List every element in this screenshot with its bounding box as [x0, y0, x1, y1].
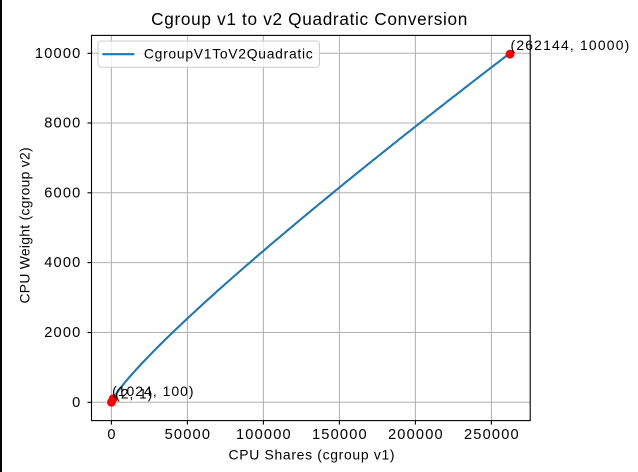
svg-text:10000: 10000 — [35, 46, 82, 62]
svg-text:100000: 100000 — [236, 427, 292, 443]
svg-text:50000: 50000 — [165, 427, 212, 443]
svg-text:Cgroup v1 to v2 Quadratic Conv: Cgroup v1 to v2 Quadratic Conversion — [151, 9, 468, 29]
svg-text:CgroupV1ToV2Quadratic: CgroupV1ToV2Quadratic — [144, 46, 314, 62]
svg-text:200000: 200000 — [388, 427, 444, 443]
svg-text:CPU Weight (cgroup v2): CPU Weight (cgroup v2) — [16, 147, 32, 303]
svg-text:8000: 8000 — [44, 116, 81, 132]
svg-text:(262144, 10000): (262144, 10000) — [511, 37, 631, 53]
svg-text:6000: 6000 — [44, 185, 81, 201]
svg-text:150000: 150000 — [312, 427, 368, 443]
svg-text:(2, 1): (2, 1) — [115, 385, 153, 401]
svg-text:4000: 4000 — [44, 255, 81, 271]
svg-text:(1024, 100): (1024, 100) — [112, 383, 195, 399]
svg-text:250000: 250000 — [464, 427, 520, 443]
svg-text:2000: 2000 — [44, 325, 81, 341]
svg-text:0: 0 — [72, 395, 81, 411]
svg-text:0: 0 — [107, 427, 116, 443]
svg-text:CPU Shares (cgroup v1): CPU Shares (cgroup v1) — [229, 446, 396, 462]
